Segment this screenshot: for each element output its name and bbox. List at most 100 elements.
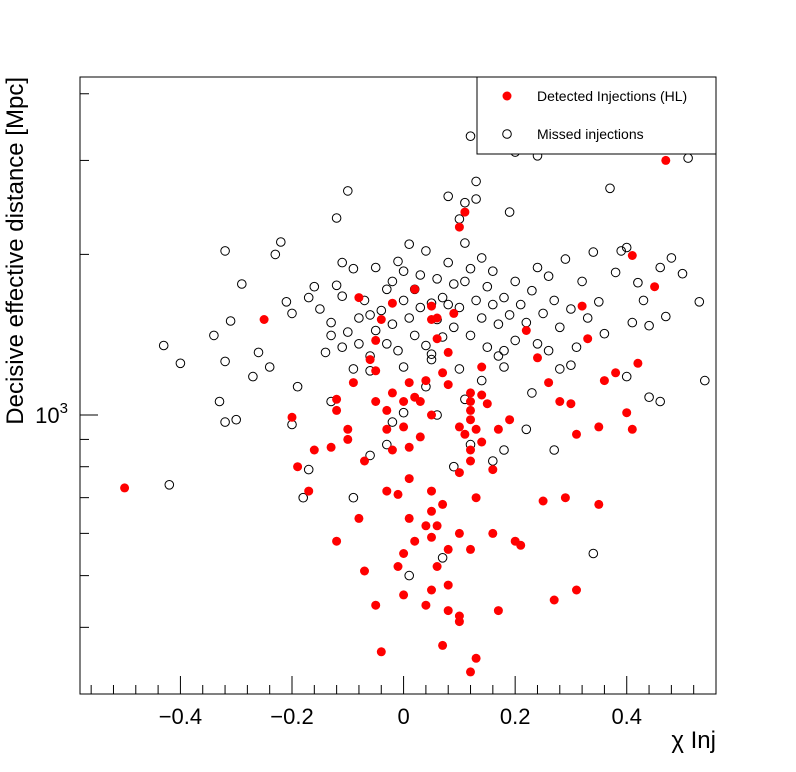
missed-injection-point	[549, 445, 560, 455]
detected-injection-point	[360, 566, 369, 576]
missed-injections-series	[158, 131, 710, 581]
detected-injection-point	[466, 388, 475, 398]
missed-injection-point	[421, 340, 431, 351]
detected-injection-point	[466, 397, 475, 406]
missed-injection-point	[298, 492, 309, 503]
missed-injection-point	[599, 328, 610, 339]
missed-injection-point	[504, 310, 515, 320]
detected-injection-point	[611, 368, 621, 378]
missed-injection-point	[555, 364, 565, 374]
missed-injection-point	[309, 281, 320, 292]
x-tick-label: −0.2	[270, 704, 313, 729]
missed-injection-point	[655, 396, 666, 407]
detected-injection-point	[454, 617, 464, 627]
missed-injection-point	[449, 279, 459, 289]
detected-injection-point	[661, 155, 671, 165]
missed-injection-point	[493, 319, 504, 330]
detected-injection-point	[572, 585, 581, 595]
missed-injection-point	[387, 319, 398, 330]
missed-injection-point	[398, 295, 409, 306]
missed-injection-point	[398, 266, 409, 277]
missed-injection-point	[560, 254, 571, 264]
missed-injection-point	[409, 330, 420, 341]
missed-injection-point	[582, 313, 593, 323]
missed-injection-point	[465, 330, 476, 341]
missed-injection-point	[460, 276, 470, 287]
detected-injection-point	[466, 456, 475, 466]
missed-injection-point	[370, 325, 381, 336]
missed-injection-point	[348, 492, 359, 503]
missed-injection-point	[610, 267, 621, 278]
missed-injection-point	[415, 302, 426, 313]
x-tick-label: −0.4	[159, 704, 202, 729]
detected-injection-point	[399, 590, 409, 600]
missed-injection-point	[454, 364, 465, 374]
detected-injection-point	[505, 415, 515, 425]
detected-injection-point	[393, 562, 403, 571]
missed-injection-point	[348, 364, 359, 374]
detected-injection-point	[438, 368, 448, 378]
missed-injection-point	[426, 349, 437, 360]
detected-injection-point	[477, 437, 487, 447]
detected-injection-point	[427, 301, 436, 311]
detected-injection-point	[454, 222, 464, 232]
detected-injection-point	[309, 445, 319, 455]
missed-injection-point	[515, 299, 526, 310]
missed-injection-point	[365, 310, 375, 320]
detected-injection-point	[443, 544, 453, 554]
missed-injection-point	[292, 381, 303, 392]
missed-injection-point	[393, 345, 403, 356]
detected-injection-point	[421, 600, 431, 610]
x-tick-label: 0.4	[611, 704, 642, 729]
detected-injection-point	[493, 424, 503, 434]
missed-injection-point	[437, 553, 448, 563]
detected-injection-point	[343, 434, 353, 444]
detected-injection-point	[471, 424, 481, 434]
missed-injection-point	[588, 247, 599, 257]
missed-injection-point	[398, 362, 409, 372]
missed-injection-point	[471, 194, 481, 204]
missed-injection-point	[337, 291, 348, 302]
detected-injection-point	[387, 298, 397, 308]
missed-injection-point	[432, 274, 442, 284]
x-axis-ticks	[90, 676, 695, 694]
detected-injection-point	[293, 462, 303, 472]
detected-injection-point	[354, 513, 364, 523]
missed-injection-point	[627, 317, 638, 328]
detected-injection-point	[533, 353, 542, 363]
detected-injection-point	[332, 536, 342, 546]
detected-injection-point	[382, 486, 392, 496]
detected-injection-point	[466, 415, 475, 425]
detected-injection-point	[259, 315, 269, 324]
detected-injection-point	[376, 315, 386, 324]
detected-injection-point	[482, 399, 492, 409]
detected-injection-point	[622, 408, 632, 418]
detected-injection-point	[471, 493, 481, 503]
detected-injection-point	[371, 335, 381, 345]
missed-injection-point	[621, 242, 632, 253]
missed-injection-point	[225, 316, 236, 326]
missed-injection-point	[331, 213, 342, 223]
missed-injection-point	[276, 237, 286, 247]
missed-injection-point	[315, 304, 325, 314]
missed-injection-point	[504, 207, 515, 217]
missed-injection-point	[248, 371, 258, 382]
detected-injection-point	[427, 506, 436, 516]
y-axis-tick-labels: 103	[35, 400, 68, 428]
missed-injection-point	[633, 277, 643, 288]
detected-injection-point	[371, 397, 381, 406]
y-tick-label: 103	[35, 400, 68, 428]
detected-injection-point	[360, 456, 369, 466]
detected-injection-point	[627, 251, 637, 260]
detected-injection-point	[404, 513, 414, 523]
detected-injection-point	[560, 493, 570, 503]
missed-injection-point	[220, 246, 230, 256]
detected-injection-point	[650, 282, 660, 292]
detected-injection-point	[421, 376, 431, 386]
missed-injection-point	[605, 183, 615, 194]
detected-injection-point	[594, 422, 604, 432]
detected-injection-point	[454, 422, 464, 432]
detected-injection-point	[443, 380, 453, 390]
missed-injection-point	[376, 305, 387, 316]
